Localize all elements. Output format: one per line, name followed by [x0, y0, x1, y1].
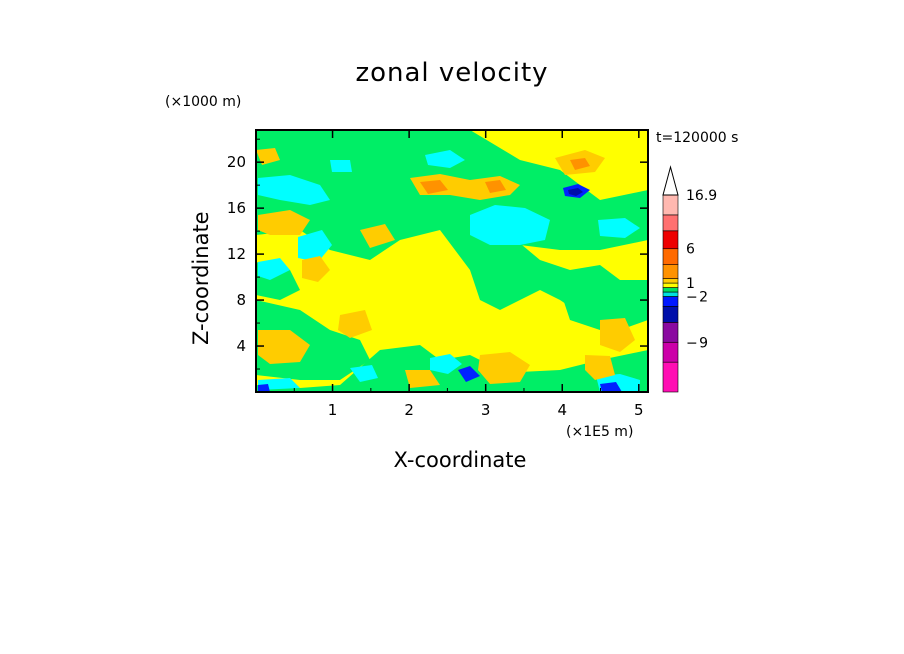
contour-region [258, 330, 310, 364]
colorbar-swatch [662, 287, 679, 293]
contour-region [405, 370, 440, 388]
y-tick-label: 16 [227, 199, 246, 217]
colorbar-label: 16.9 [686, 188, 717, 204]
contour-region [258, 258, 290, 280]
colorbar-swatch [662, 214, 679, 232]
x-axis-label: X-coordinate [393, 448, 527, 472]
contour-region [302, 256, 330, 282]
contour-region [568, 188, 583, 196]
colorbar-swatch [662, 278, 679, 284]
contour-region [598, 218, 640, 238]
contour-region [430, 354, 462, 374]
colorbar-label: 1 [686, 276, 695, 292]
colorbar-swatch [662, 282, 679, 288]
colorbar-swatch [662, 361, 679, 393]
y-axis-unit: (×1000 m) [165, 94, 242, 110]
y-axis: 4 8 12 16 20 [227, 138, 648, 370]
colorbar-label: 6 [686, 242, 695, 258]
x-tick-label: 3 [481, 401, 491, 419]
y-tick-label: 12 [227, 245, 246, 263]
contour-region [330, 170, 380, 210]
contour-region [600, 318, 635, 352]
contour-region [258, 175, 330, 205]
colorbar-label: − 2 [686, 289, 708, 305]
contour-region [258, 384, 270, 392]
colorbar-label: − 9 [686, 335, 708, 351]
y-tick-label: 4 [236, 337, 246, 355]
colorbar-swatch [662, 230, 679, 250]
colorbar-extend-max [662, 165, 679, 196]
time-label: t=120000 s [656, 130, 739, 146]
contour-region [365, 140, 560, 215]
x-tick-label: 1 [328, 401, 338, 419]
contour-region [470, 205, 550, 245]
x-tick-label: 4 [557, 401, 567, 419]
contour-region [330, 160, 352, 172]
colorbar-swatch [662, 341, 679, 363]
colorbar-swatch [662, 264, 679, 279]
colorbar-swatch [662, 296, 679, 307]
contour-region [478, 352, 530, 384]
contour-region [298, 230, 332, 262]
colorbar-swatch [662, 248, 679, 265]
colorbar-swatch [662, 291, 679, 297]
contour-region [485, 180, 506, 193]
contour-region [258, 210, 310, 235]
colorbar-swatch [662, 194, 679, 216]
x-tick-label: 5 [634, 401, 644, 419]
contour-region [360, 224, 395, 248]
contour-region [350, 365, 378, 382]
colorbar-swatch [662, 306, 679, 323]
contour-region [600, 382, 622, 392]
colorbar: 16.9 6 1− 2 − 9 [662, 165, 717, 393]
contour-region [420, 180, 448, 194]
x-axis: 1 2 3 4 5 [293, 130, 644, 419]
contour-region [256, 148, 280, 165]
x-axis-unit: (×1E5 m) [566, 424, 634, 440]
y-tick-label: 8 [236, 291, 246, 309]
contour-field [256, 130, 648, 392]
x-tick-label: 2 [404, 401, 414, 419]
contour-region [458, 366, 480, 382]
plot-frame [255, 129, 649, 393]
contour-region [570, 158, 590, 170]
y-tick-label: 20 [227, 153, 246, 171]
colorbar-swatch [662, 322, 679, 343]
contour-region [338, 310, 372, 338]
contour-region [425, 150, 465, 168]
contour-region [585, 355, 615, 380]
chart-title: zonal velocity [355, 58, 549, 88]
